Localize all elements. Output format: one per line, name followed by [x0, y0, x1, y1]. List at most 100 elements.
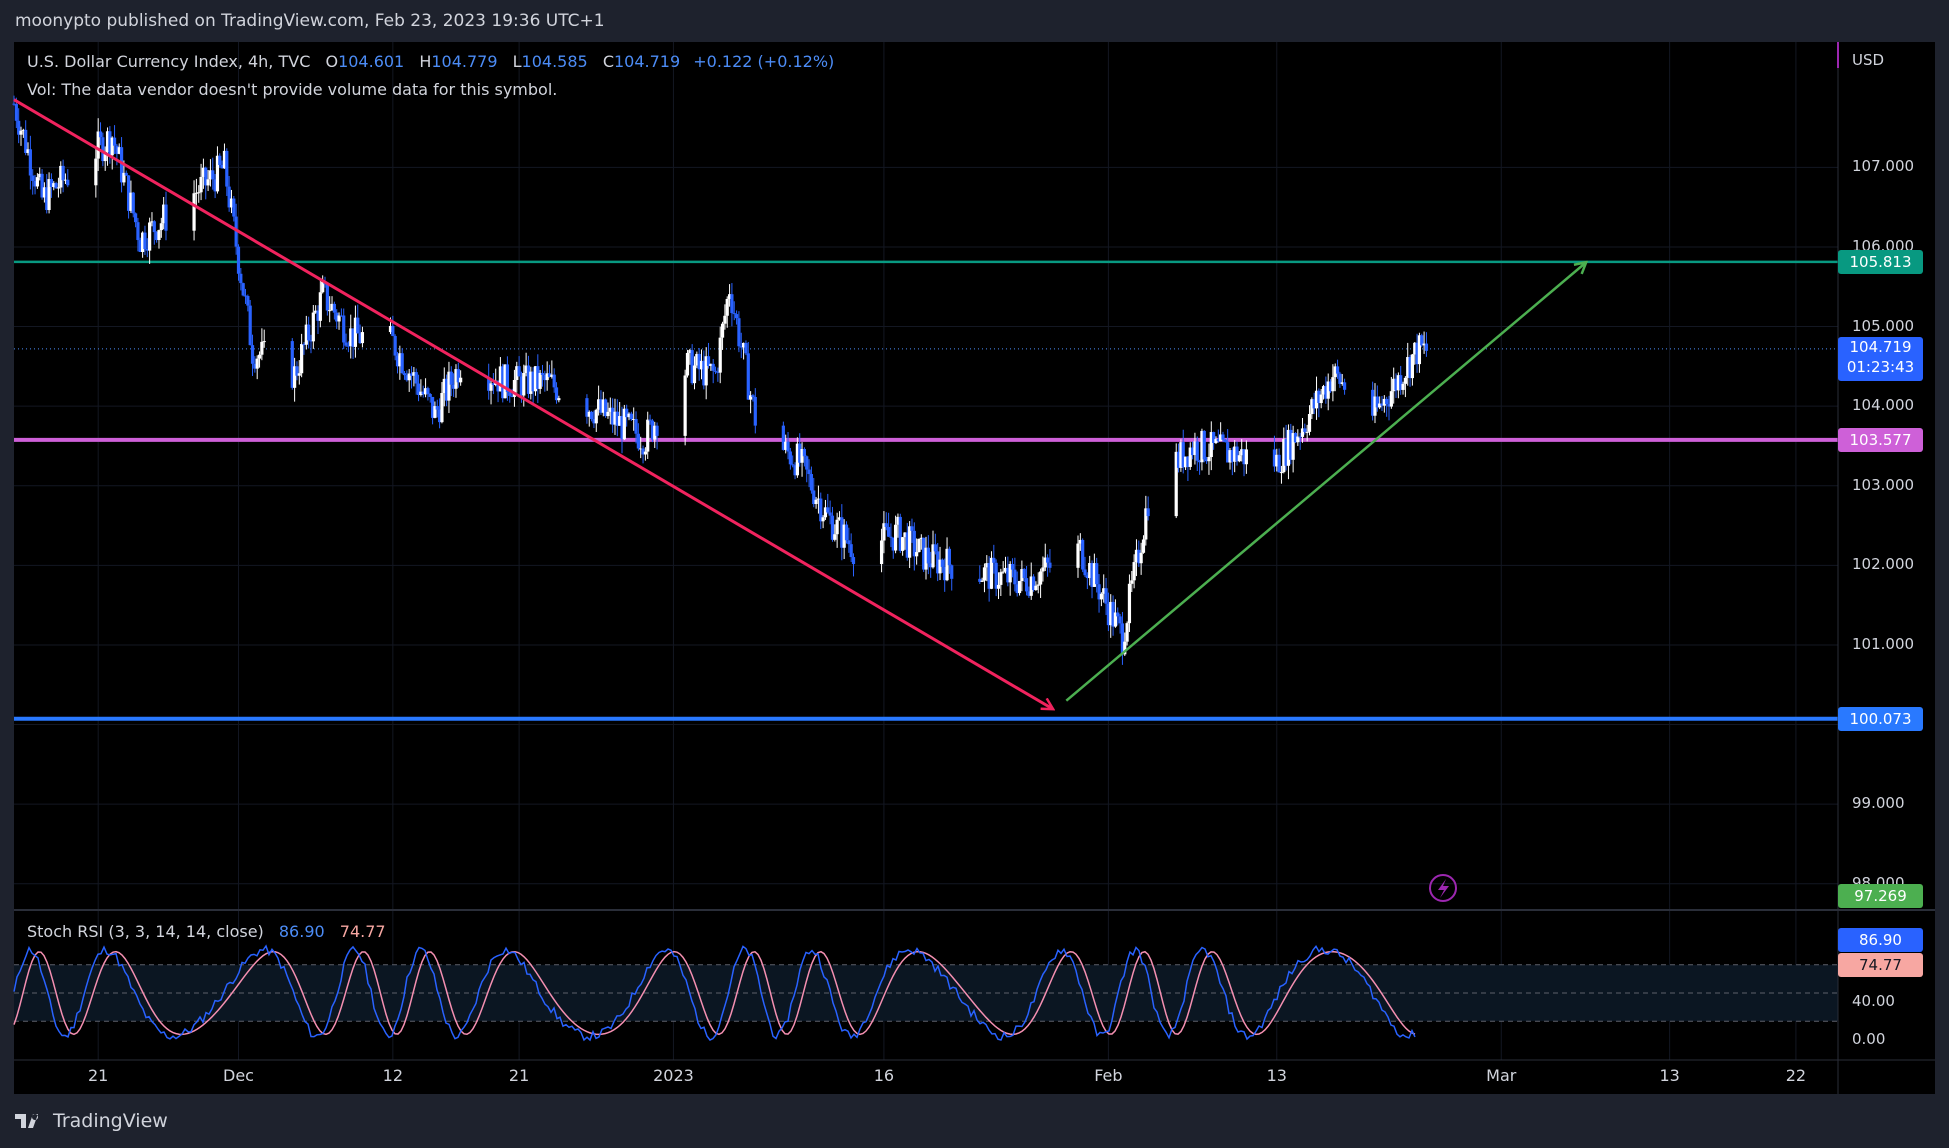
candle-body	[805, 456, 809, 470]
candle-body	[419, 391, 423, 396]
candle-body	[594, 409, 598, 424]
candle-body	[503, 364, 507, 399]
candle-body	[709, 363, 713, 366]
candle-body	[940, 559, 944, 567]
candle-body	[512, 379, 517, 397]
candle-body	[342, 315, 346, 343]
candle-body	[501, 366, 505, 399]
candle-body	[753, 396, 757, 426]
brand-logo[interactable]: TradingView	[15, 1110, 168, 1132]
candle-body	[1123, 641, 1127, 655]
trend-arrows	[13, 98, 1585, 709]
candle-body	[330, 303, 334, 311]
candle-body	[510, 395, 514, 397]
candle-body	[304, 324, 308, 345]
candle-body	[335, 312, 339, 322]
candle-body	[1289, 429, 1293, 460]
candle-body	[819, 498, 823, 522]
candle-body	[1120, 623, 1125, 655]
candle-body	[879, 540, 884, 565]
candle-body	[391, 325, 395, 336]
footer-bar	[0, 1094, 1949, 1148]
candle-body	[692, 365, 697, 384]
candle-body	[445, 378, 449, 401]
candle-body	[931, 544, 935, 568]
candle-body	[1090, 563, 1094, 587]
candle-body	[924, 547, 928, 570]
candle-body	[697, 353, 701, 370]
candle-body	[201, 167, 206, 177]
candle-body	[1195, 441, 1199, 461]
time-tick-label: 12	[382, 1066, 404, 1085]
candle-body	[438, 409, 442, 423]
candle-body	[225, 150, 229, 187]
candle-body	[255, 358, 259, 369]
candle-body	[456, 369, 460, 383]
stoch-rsi-d-value: 74.77	[339, 922, 386, 941]
candle-body	[24, 129, 28, 153]
candle-body	[1013, 569, 1017, 585]
candle-body	[643, 451, 647, 455]
candle-body	[159, 223, 163, 231]
candle-body	[1003, 567, 1008, 572]
candle-body	[1221, 434, 1225, 440]
candle-body	[611, 407, 615, 425]
candle-body	[508, 392, 512, 396]
candle-body	[222, 150, 227, 169]
candle-body	[716, 371, 720, 373]
candle-body	[1272, 449, 1277, 467]
candle-body	[1331, 377, 1335, 392]
candle-body	[42, 187, 46, 198]
candle-body	[31, 175, 35, 181]
candle-body	[162, 204, 166, 224]
candle-body	[1085, 575, 1089, 579]
candle-body	[192, 193, 196, 231]
stoch-rsi-pane	[13, 944, 1838, 1042]
time-tick-label: 21	[87, 1066, 109, 1085]
candle-body	[545, 373, 549, 381]
candle-body	[1242, 449, 1246, 465]
candle-body	[1277, 454, 1281, 473]
candle-body	[1420, 335, 1424, 346]
candle-body	[908, 526, 912, 558]
candle-body	[433, 406, 437, 418]
candle-body	[816, 498, 821, 500]
candle-body	[882, 523, 886, 541]
bottom-price-tag: 97.269	[1838, 884, 1923, 908]
candle-body	[1102, 588, 1106, 594]
candle-body	[402, 373, 407, 376]
candle-body	[61, 165, 65, 181]
candle-body	[164, 204, 168, 231]
candle-body	[1137, 549, 1141, 564]
candle-body	[646, 419, 650, 452]
candle-body	[1010, 564, 1015, 570]
candle-body	[449, 371, 453, 385]
brand-name: TradingView	[53, 1110, 168, 1132]
candle-body	[702, 360, 706, 386]
candle-body	[1335, 366, 1340, 374]
candle-body	[1403, 377, 1407, 384]
candle-body	[1043, 557, 1047, 568]
candle-body	[730, 294, 734, 314]
candle-body	[980, 580, 984, 582]
candle-body	[889, 536, 893, 538]
candle-body	[311, 312, 315, 342]
low-value: 104.585	[521, 52, 588, 71]
candle-body	[295, 366, 299, 376]
stoch-rsi-d-line	[13, 950, 1416, 1036]
candle-body	[1041, 567, 1045, 572]
candle-body	[1406, 357, 1410, 378]
candle-body	[1296, 436, 1300, 443]
red-trend-arrow	[13, 98, 1052, 709]
last-price-tag: 104.719 01:23:43	[1838, 336, 1923, 381]
candle-body	[1116, 612, 1120, 617]
candle-body	[1382, 398, 1386, 406]
candle-body	[498, 366, 502, 392]
candle-body	[718, 337, 722, 373]
candle-body	[744, 342, 748, 354]
candle-body	[989, 557, 994, 589]
candle-body	[26, 149, 30, 153]
candle-body	[1310, 399, 1314, 415]
chart-frame[interactable]	[14, 42, 1935, 1094]
